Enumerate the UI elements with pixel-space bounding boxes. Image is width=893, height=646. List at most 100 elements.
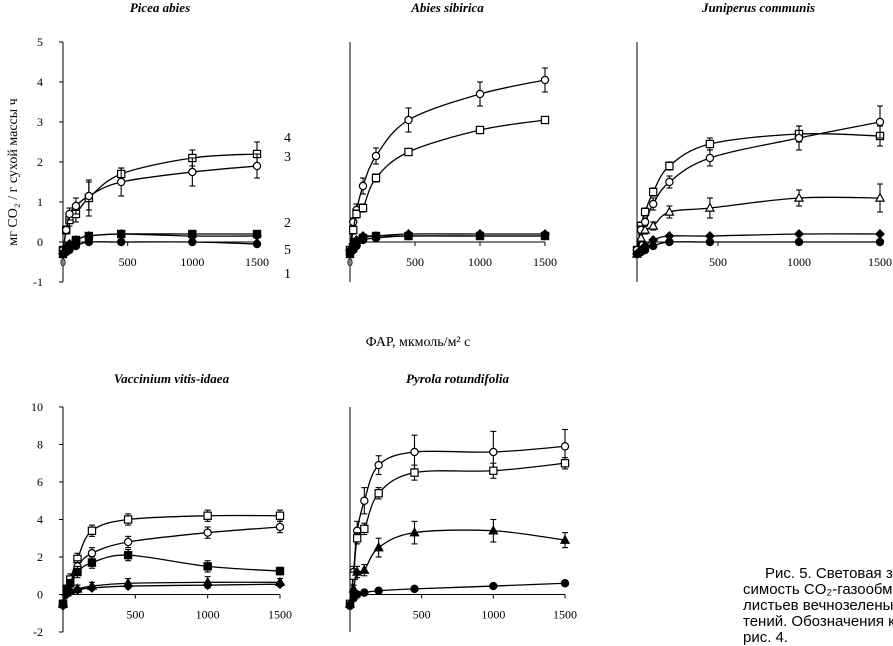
data-point [352,241,361,251]
data-point [62,225,71,235]
data-point [489,447,498,457]
data-point [794,229,804,239]
data-point [275,522,285,532]
data-point [875,237,885,247]
series-line [636,133,881,251]
series-line [636,121,881,251]
data-point [252,239,262,249]
x-tick-label: 1500 [868,255,892,269]
data-point [360,588,369,597]
data-point [87,526,97,535]
data-point [58,600,68,611]
data-point [665,237,674,247]
chart-panel: Vaccinium vitis-idaea -2 0 2 4 6 8 10 500 1000 150… [31,371,292,639]
data-series [58,579,285,611]
data-point [875,229,885,239]
data-point [475,125,485,135]
chart-panel: Pyrola rotundifolia 500 1000 1500 [344,371,577,632]
data-point [203,511,212,520]
data-point [410,468,419,477]
y-axis-label: мг CO₂ / г сухой массы ч [6,98,21,245]
data-point [874,192,886,202]
caption-line: листьев вечнозеленых рас- [743,597,893,614]
data-point [410,584,419,594]
data-point [559,534,571,544]
data-point [374,586,383,595]
x-tick-label: 1500 [533,255,557,269]
data-point [875,117,885,127]
x-tick-label: 1500 [245,255,269,269]
data-point [352,209,361,219]
series-number-label: 4 [284,131,291,146]
data-point [540,231,550,241]
data-point [352,534,362,543]
data-point [560,579,570,588]
data-point [475,231,485,241]
data-point [188,167,197,177]
data-point [705,237,715,247]
data-point [648,220,659,230]
chart-title: Vaccinium vitis-idaea [114,371,230,386]
data-point [489,581,498,591]
data-point [371,233,381,243]
data-point [87,558,97,567]
data-point [665,161,674,171]
data-point [404,147,413,157]
data-point [352,566,363,576]
data-point [252,161,262,171]
data-point [649,241,658,251]
y-tick-label: 8 [37,438,43,452]
data-point [123,515,133,524]
x-tick-label: 1000 [468,255,492,269]
x-axis-label: ФАР, мкмоль/м² с [366,335,471,350]
y-tick-label: 6 [37,475,43,489]
x-tick-label: 0 [60,255,66,269]
series-number-label: 1 [284,267,291,282]
data-point [664,206,675,216]
data-series [345,231,550,259]
data-point [345,601,355,610]
data-point [649,199,658,209]
data-point [794,237,804,247]
y-tick-label: 4 [37,513,43,527]
data-point [705,153,715,163]
data-point [475,89,485,99]
y-tick-label: 4 [37,75,43,89]
caption-line: симость CO₂-газообмена [743,581,893,598]
data-point [123,581,134,592]
data-point [373,541,384,552]
x-tick-label: 1500 [553,608,577,622]
chart-title: Juniperus communis [701,0,815,15]
series-line [636,241,880,255]
data-point [540,75,550,85]
y-tick-label: 2 [37,550,43,564]
data-point [252,229,262,239]
y-tick-label: 1 [37,195,43,209]
data-point [87,549,97,558]
data-point [404,115,413,125]
data-point [404,231,413,241]
data-point [71,201,81,211]
data-point [359,564,370,574]
y-tick-label: -2 [33,625,43,639]
data-point [648,187,658,197]
data-series [632,237,885,259]
chart-title: Pyrola rotundifolia [406,371,509,386]
data-point [73,567,82,577]
y-tick-label: 0 [37,235,43,249]
series-line [349,462,566,604]
chart-title: Abies sibirica [410,0,484,15]
data-point [71,241,81,251]
data-point [374,489,383,498]
data-point [540,115,550,125]
x-tick-label: 500 [406,255,424,269]
data-point [275,511,285,520]
x-tick-label: 500 [126,608,144,622]
x-tick-label: 1000 [787,255,811,269]
chart-panel: Juniperus communis 500 1000 1500 [631,0,892,282]
data-series [631,183,886,258]
data-series [58,237,262,259]
data-point [72,584,83,595]
data-series [58,548,285,609]
